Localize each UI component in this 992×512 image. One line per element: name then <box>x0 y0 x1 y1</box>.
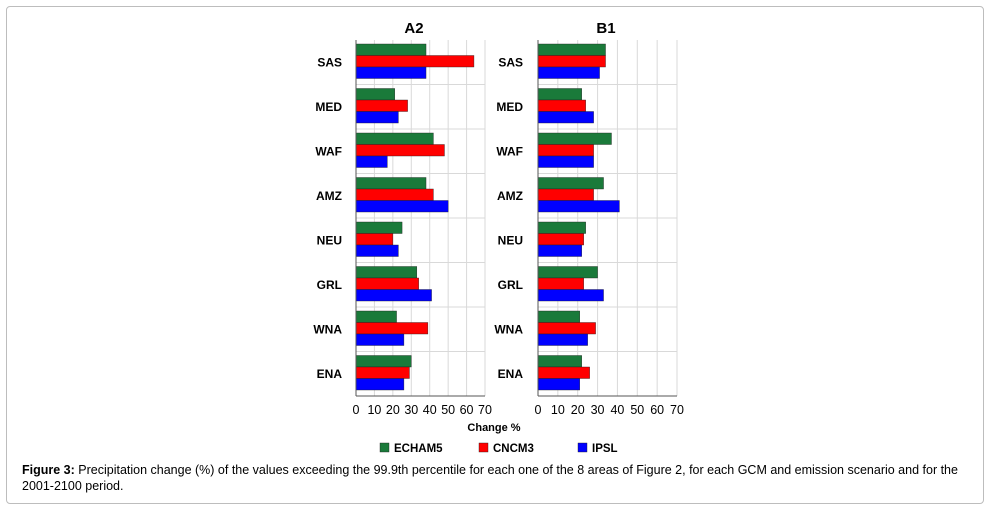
bar-cncm3-sas <box>355 55 475 68</box>
category-label: ENA <box>498 367 524 381</box>
x-tick-label: 10 <box>367 403 381 417</box>
legend-label-ipsl: IPSL <box>592 443 618 455</box>
category-label: MED <box>315 100 342 114</box>
category-label: SAS <box>317 55 342 69</box>
bar-echam5-grl <box>355 266 418 279</box>
x-tick-label: 0 <box>353 403 360 417</box>
bar-cncm3-wna <box>537 322 596 335</box>
bar-echam5-neu <box>537 221 586 234</box>
x-tick-label: 10 <box>551 403 565 417</box>
category-label: GRL <box>498 278 523 292</box>
legend-swatch-ipsl <box>577 442 588 453</box>
x-tick-label: 20 <box>386 403 400 417</box>
x-tick-label: 50 <box>630 403 644 417</box>
bar-ipsl-grl <box>537 289 604 302</box>
bar-cncm3-waf <box>537 144 594 157</box>
bar-echam5-neu <box>355 221 403 234</box>
bar-echam5-sas <box>537 43 606 56</box>
bar-cncm3-waf <box>355 144 445 157</box>
bar-cncm3-amz <box>537 188 594 201</box>
bar-echam5-grl <box>537 266 598 279</box>
bar-cncm3-ena <box>355 366 410 379</box>
category-label: MED <box>496 100 523 114</box>
bar-echam5-wna <box>355 310 397 323</box>
bar-ipsl-ena <box>537 378 580 391</box>
x-tick-label: 70 <box>670 403 684 417</box>
x-tick-label: 60 <box>650 403 664 417</box>
category-label: WNA <box>494 322 523 336</box>
bar-cncm3-sas <box>537 55 606 68</box>
bar-cncm3-grl <box>537 277 584 290</box>
bar-echam5-ena <box>537 355 582 368</box>
bar-cncm3-neu <box>355 233 394 246</box>
bar-ipsl-waf <box>537 155 594 168</box>
bar-cncm3-med <box>355 99 408 112</box>
x-tick-label: 20 <box>571 403 585 417</box>
x-tick-label: 40 <box>610 403 624 417</box>
category-label: ENA <box>317 367 343 381</box>
category-label: AMZ <box>316 189 342 203</box>
bar-cncm3-med <box>537 99 586 112</box>
bar-echam5-waf <box>537 132 612 145</box>
bar-ipsl-neu <box>355 244 399 257</box>
bar-echam5-sas <box>355 43 427 56</box>
bar-cncm3-amz <box>355 188 434 201</box>
bar-ipsl-neu <box>537 244 582 257</box>
x-tick-label: 60 <box>460 403 474 417</box>
caption-text: Precipitation change (%) of the values e… <box>22 463 958 493</box>
legend-swatch-echam5 <box>379 442 390 453</box>
x-tick-label: 70 <box>478 403 492 417</box>
bar-ipsl-med <box>537 111 594 124</box>
bar-echam5-wna <box>537 310 580 323</box>
category-label: WAF <box>315 144 342 158</box>
x-axis-label: Change % <box>467 422 520 434</box>
figure-frame <box>6 6 984 504</box>
bar-ipsl-amz <box>537 200 620 213</box>
x-tick-label: 40 <box>423 403 437 417</box>
legend-swatch-cncm3 <box>478 442 489 453</box>
bar-echam5-amz <box>355 177 427 190</box>
bar-ipsl-med <box>355 111 399 124</box>
bar-cncm3-neu <box>537 233 584 246</box>
category-label: WAF <box>496 144 523 158</box>
bar-cncm3-ena <box>537 366 590 379</box>
category-label: WNA <box>313 322 342 336</box>
bar-ipsl-ena <box>355 378 405 391</box>
figure-caption: Figure 3: Precipitation change (%) of th… <box>22 462 972 494</box>
bar-cncm3-wna <box>355 322 429 335</box>
bar-ipsl-grl <box>355 289 432 302</box>
bar-echam5-ena <box>355 355 412 368</box>
legend-label-echam5: ECHAM5 <box>394 443 443 455</box>
x-tick-label: 30 <box>404 403 418 417</box>
category-label: SAS <box>498 55 523 69</box>
legend-label-cncm3: CNCM3 <box>493 443 534 455</box>
panel-title: B1 <box>596 20 615 37</box>
category-label: NEU <box>498 233 523 247</box>
bar-ipsl-sas <box>537 66 600 79</box>
bar-ipsl-amz <box>355 200 449 213</box>
bar-echam5-waf <box>355 132 434 145</box>
x-tick-label: 30 <box>591 403 605 417</box>
category-label: NEU <box>317 233 342 247</box>
bar-echam5-med <box>355 88 395 101</box>
x-tick-label: 0 <box>535 403 542 417</box>
bar-ipsl-wna <box>355 333 405 346</box>
bar-ipsl-wna <box>537 333 588 346</box>
caption-label: Figure 3: <box>22 463 75 477</box>
bar-ipsl-waf <box>355 155 388 168</box>
bar-cncm3-grl <box>355 277 419 290</box>
bar-echam5-med <box>537 88 582 101</box>
panel-title: A2 <box>404 20 423 37</box>
category-label: AMZ <box>497 189 523 203</box>
bar-echam5-amz <box>537 177 604 190</box>
x-tick-label: 50 <box>441 403 455 417</box>
category-label: GRL <box>317 278 342 292</box>
bar-ipsl-sas <box>355 66 427 79</box>
